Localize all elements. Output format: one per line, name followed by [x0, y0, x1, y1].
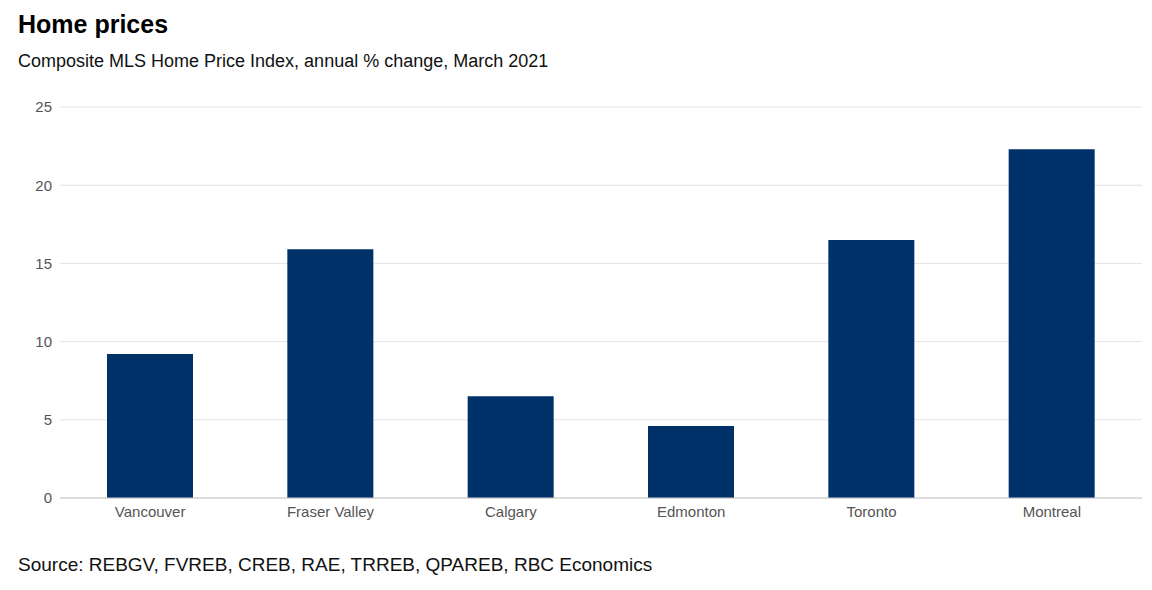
svg-text:25: 25 [35, 98, 52, 115]
svg-text:20: 20 [35, 177, 52, 194]
svg-text:Montreal: Montreal [1023, 503, 1081, 520]
svg-text:Calgary: Calgary [485, 503, 537, 520]
html-text:Home prices: Home prices [18, 10, 169, 38]
svg-text:5: 5 [44, 411, 52, 428]
html-text:Source: REBGV, FVREB, CREB, RA: Source: REBGV, FVREB, CREB, RAE, TRREB, … [18, 554, 653, 575]
svg-text:Edmonton: Edmonton [657, 503, 725, 520]
svg-text:0: 0 [44, 489, 52, 506]
svg-text:15: 15 [35, 255, 52, 272]
svg-text:Vancouver: Vancouver [115, 503, 186, 520]
html-text:Composite MLS Home Price Index: Composite MLS Home Price Index, annual %… [18, 51, 549, 71]
svg-text:10: 10 [35, 333, 52, 350]
svg-text:Fraser Valley: Fraser Valley [287, 503, 375, 520]
svg-text:Toronto: Toronto [846, 503, 896, 520]
